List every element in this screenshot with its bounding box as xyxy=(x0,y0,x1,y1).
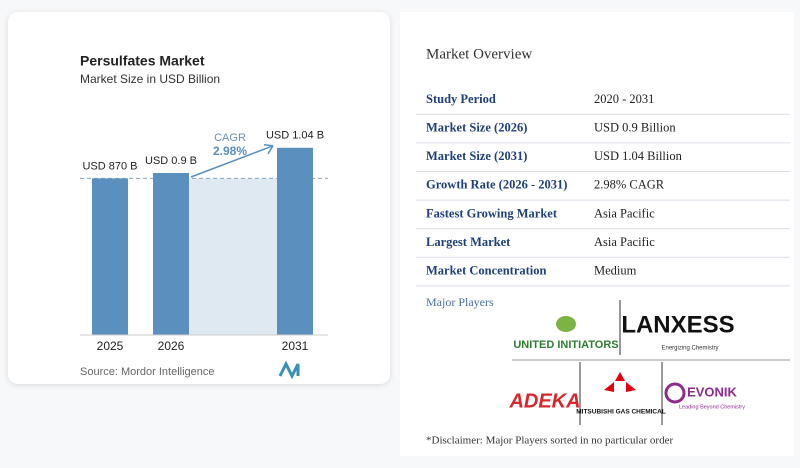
row-label: Fastest Growing Market xyxy=(426,206,558,220)
source: Source: Mordor Intelligence xyxy=(80,366,215,378)
overview-table: Study Period 2020 - 2031 Market Size (2026… xyxy=(416,92,790,287)
x-tick-label: 2026 xyxy=(158,339,185,353)
players-title: Major Players xyxy=(426,295,494,309)
player-tagline: Energizing Chemistry xyxy=(661,346,718,352)
chart-subtitle: Market Size in USD Billion xyxy=(80,72,220,86)
player-name: MITSUBISHI GAS CHEMICAL xyxy=(576,409,666,416)
row-label: Market Size (2026) xyxy=(426,120,527,134)
row-label: Study Period xyxy=(426,92,496,106)
overview-title: Market Overview xyxy=(426,46,532,62)
row-value: 2020 - 2031 xyxy=(594,92,654,106)
row-label: Market Size (2031) xyxy=(426,149,527,163)
growth-arrow xyxy=(190,145,274,178)
overview-panel xyxy=(400,12,794,456)
chart-title: Persulfates Market xyxy=(80,53,205,69)
row-label: Largest Market xyxy=(426,235,511,249)
bar xyxy=(153,173,189,335)
value-label: USD 870 B xyxy=(82,160,137,172)
player-name: ADEKA xyxy=(508,390,580,412)
x-tick-label: 2025 xyxy=(97,339,124,353)
player-name: EVONIK xyxy=(687,384,737,399)
disclaimer: *Disclaimer: Major Players sorted in no … xyxy=(426,435,673,447)
row-label: Growth Rate (2026 - 2031) xyxy=(426,178,567,192)
row-value: Medium xyxy=(594,263,637,277)
row-value: Asia Pacific xyxy=(594,206,655,220)
x-tick-label: 2031 xyxy=(282,339,309,353)
value-label: USD 1.04 B xyxy=(266,130,324,142)
player-tagline: Leading Beyond Chemistry xyxy=(679,404,745,410)
shaded-region xyxy=(189,178,277,335)
arrow-head xyxy=(263,144,274,155)
value-label: USD 0.9 B xyxy=(145,155,197,167)
row-value: USD 1.04 Billion xyxy=(594,149,683,163)
row-value: 2.98% CAGR xyxy=(594,178,665,192)
bar xyxy=(277,147,313,335)
player-logos: UNITED INITIATORS LANXESS Energizing Che… xyxy=(508,300,790,425)
bar xyxy=(92,178,128,335)
row-value: USD 0.9 Billion xyxy=(594,120,676,134)
source-logo xyxy=(278,360,300,380)
player-name: UNITED INITIATORS xyxy=(513,339,618,351)
row-label: Market Concentration xyxy=(426,263,547,277)
row-value: Asia Pacific xyxy=(594,235,655,249)
cagr-value: 2.98% xyxy=(213,144,247,158)
cagr-label: CAGR xyxy=(214,132,246,144)
plot: USD 870 B 2025 USD 0.9 B 2026 USD 1.04 B 2031 xyxy=(80,130,328,353)
player-name: LANXESS xyxy=(621,311,734,338)
